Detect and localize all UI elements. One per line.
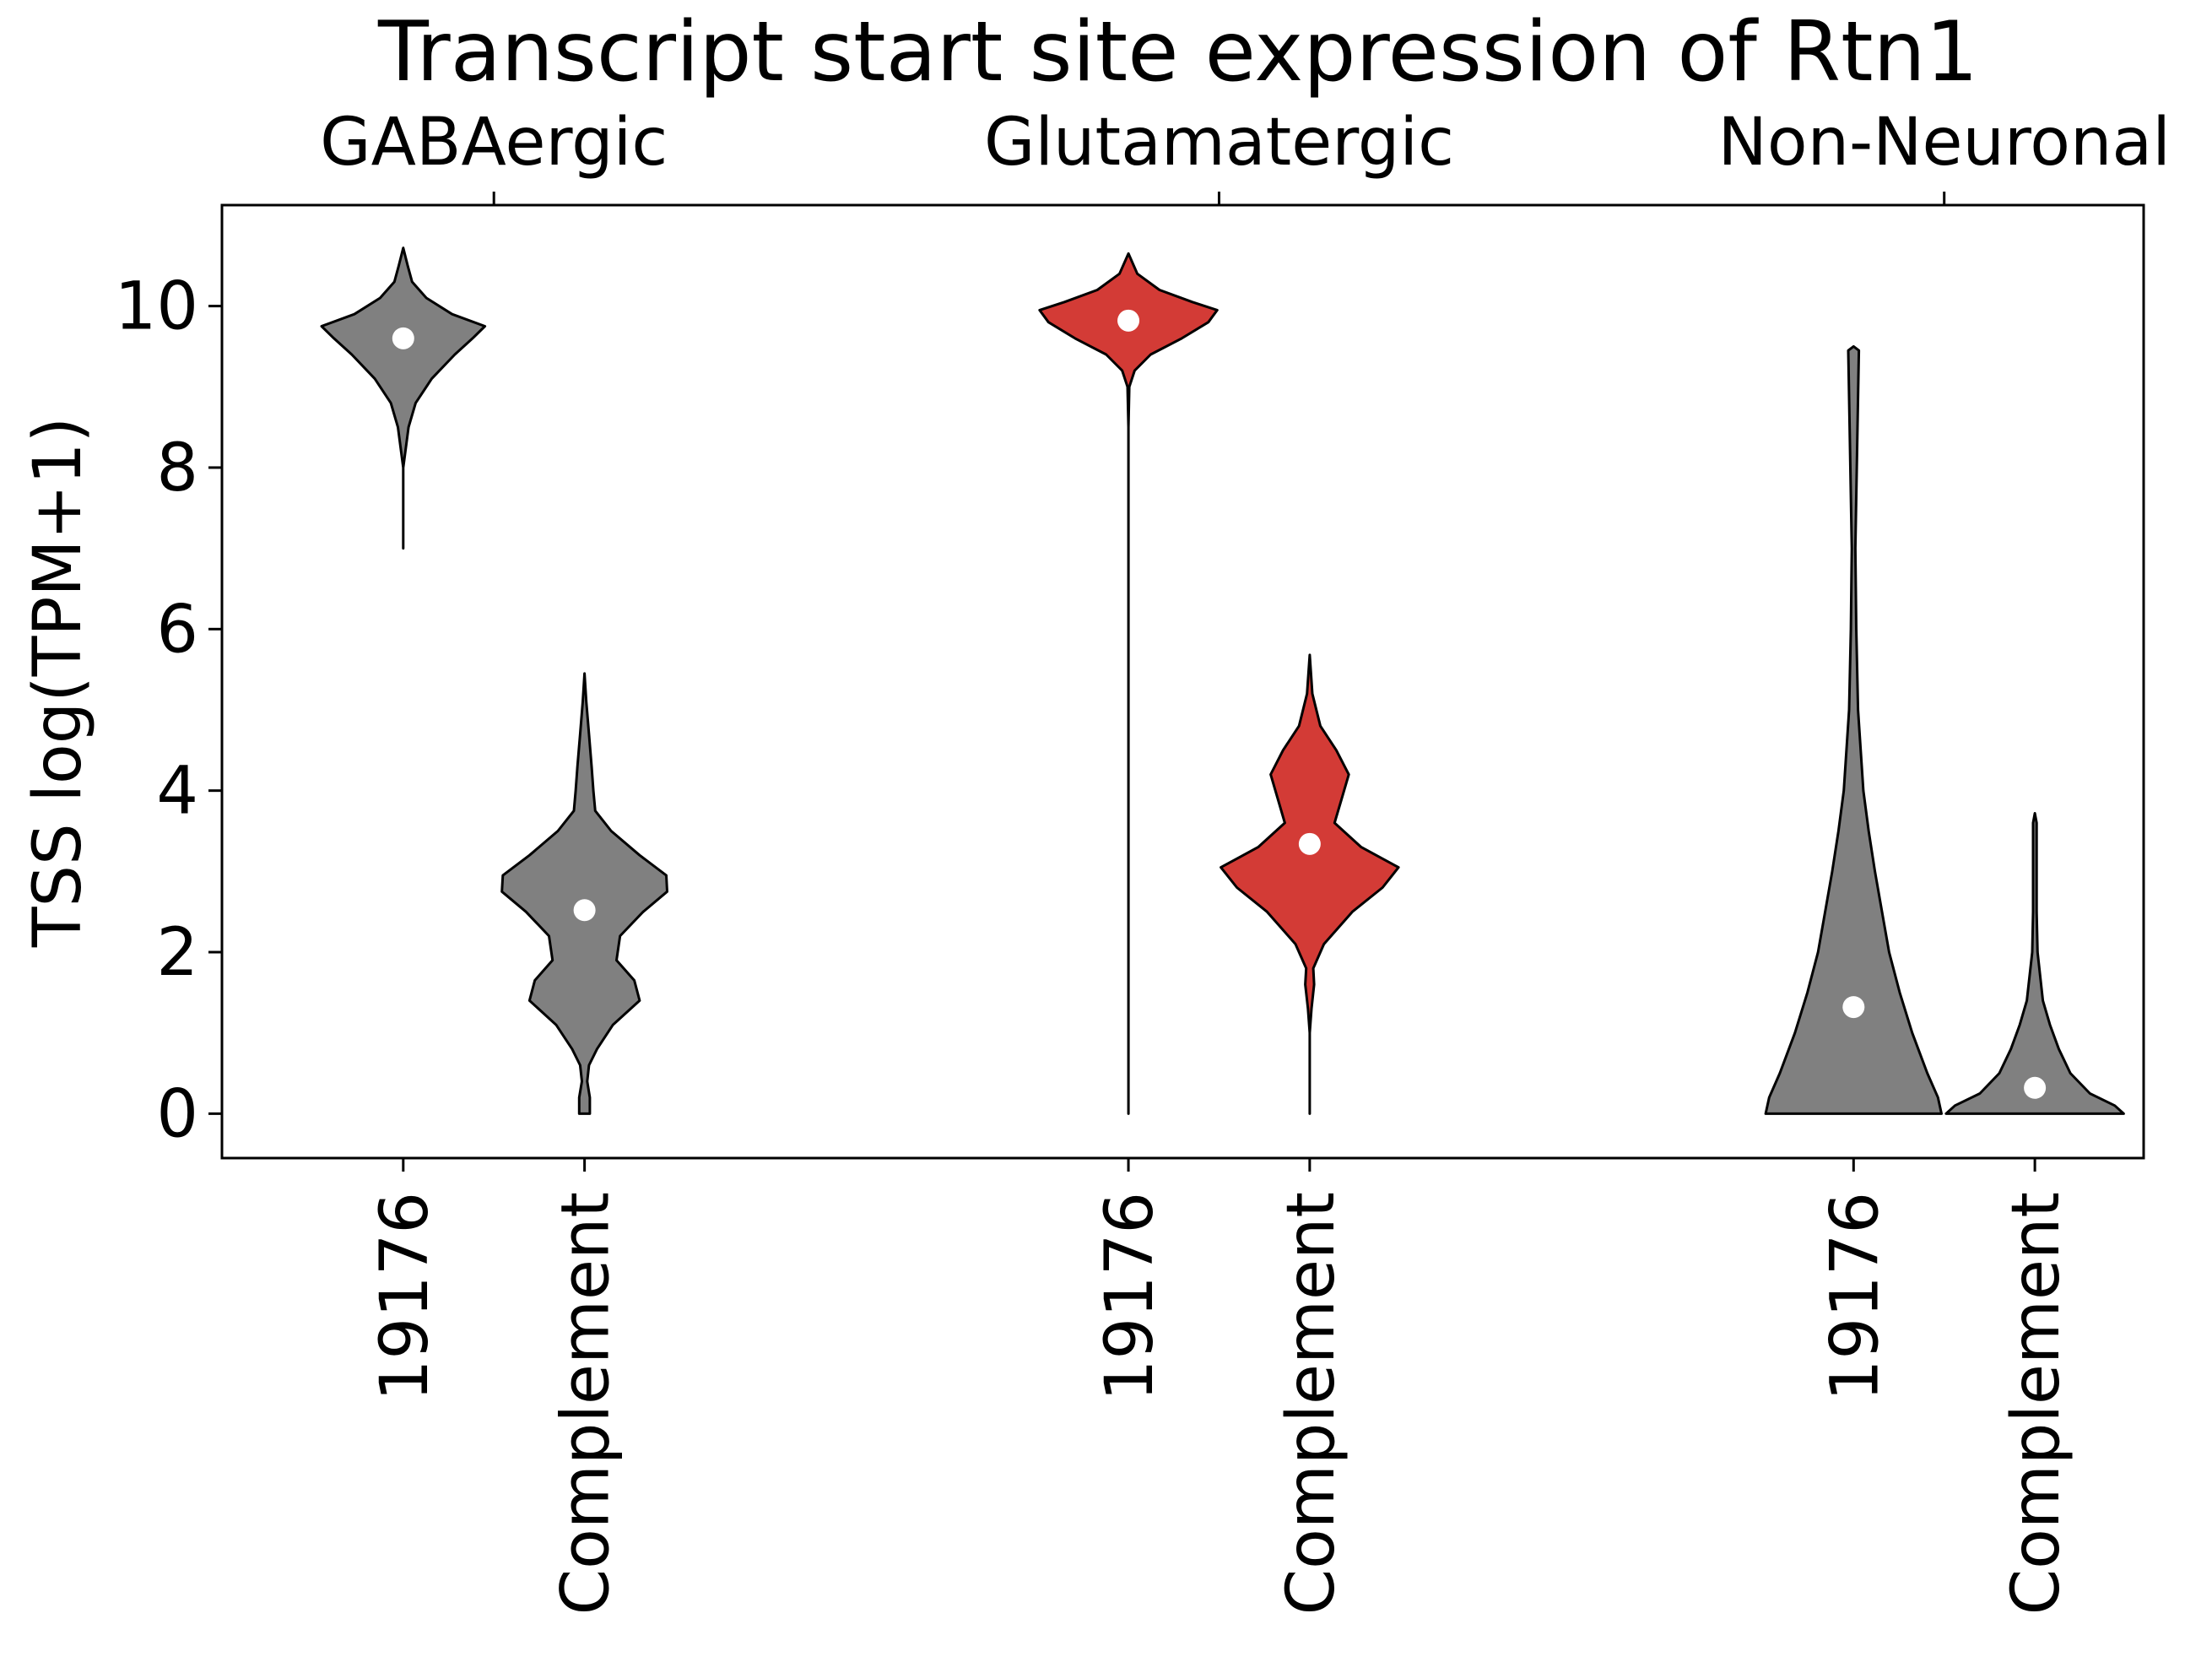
x-tick-label: Complement xyxy=(549,1192,625,1615)
median-dot-glutamatergic-19176 xyxy=(1117,309,1140,332)
violin-non-neuronal-complement xyxy=(1944,812,2125,1115)
violin-glutamatergic-19176 xyxy=(1038,252,1219,1115)
violin-non-neuronal-19176 xyxy=(1764,344,1943,1115)
median-dot-non-neuronal-19176 xyxy=(1842,996,1865,1019)
y-tick-label: 2 xyxy=(156,915,198,991)
group-label: Non-Neuronal xyxy=(1718,105,2171,181)
axes-layer: 19176 Complement GABAergic 19176 Complement G… xyxy=(115,105,2171,1615)
violins-layer xyxy=(320,246,2125,1115)
plot-frame xyxy=(220,203,2145,1160)
y-axis-label: TSS log(TPM+1) xyxy=(20,417,96,948)
x-tick-label: 19176 xyxy=(367,1192,443,1401)
violin-gabaergic-19176 xyxy=(320,246,487,550)
x-tick-label: 19176 xyxy=(1817,1192,1893,1401)
y-tick-label: 4 xyxy=(156,754,198,830)
group-label: Glutamatergic xyxy=(984,105,1454,181)
x-tick-label: Complement xyxy=(1274,1192,1349,1615)
violin-glutamatergic-complement xyxy=(1220,653,1400,1115)
y-tick-label: 10 xyxy=(115,269,198,345)
x-tick-label: Complement xyxy=(1998,1192,2074,1615)
chart-title: Transcript start site expression of Rtn1 xyxy=(377,4,1978,100)
median-dot-gabaergic-complement xyxy=(573,899,596,922)
x-tick-label: 19176 xyxy=(1092,1192,1168,1401)
median-dot-glutamatergic-complement xyxy=(1298,832,1321,855)
violin-gabaergic-complement xyxy=(500,672,668,1115)
group-label: GABAergic xyxy=(320,105,668,181)
median-dot-non-neuronal-complement xyxy=(2024,1076,2047,1099)
median-dot-gabaergic-19176 xyxy=(392,327,414,349)
y-tick-label: 0 xyxy=(156,1076,198,1152)
y-tick-label: 8 xyxy=(156,430,198,506)
y-tick-label: 6 xyxy=(156,592,198,668)
